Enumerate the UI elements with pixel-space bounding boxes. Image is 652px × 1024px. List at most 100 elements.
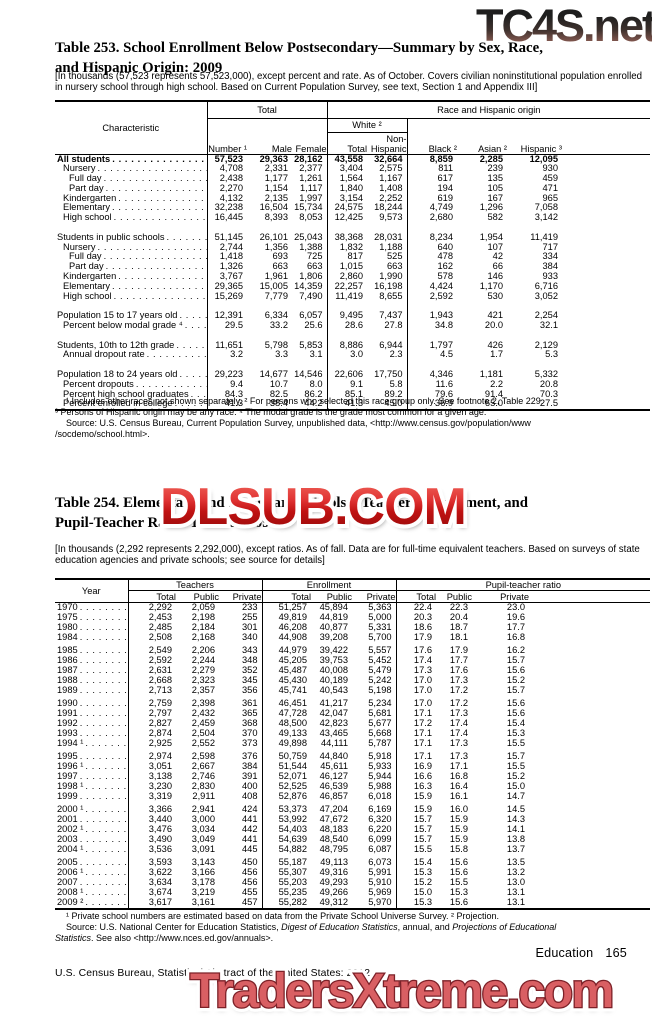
row-label: 2009 ². . . . . . . . . . . . . . . . . … bbox=[55, 897, 129, 909]
spacer-cell bbox=[562, 243, 650, 253]
table-row: Percent dropouts. . . . . . . . . . . . … bbox=[55, 378, 650, 390]
row-label: Annual dropout rate. . . . . . . . . . .… bbox=[55, 350, 208, 361]
table-row: Full day. . . . . . . . . . . . . . . . … bbox=[55, 251, 650, 263]
col-header-enrollment-private: Private bbox=[352, 590, 397, 603]
value-cell: 17.1 bbox=[413, 737, 433, 748]
row-label: Part day. . . . . . . . . . . . . . . . … bbox=[55, 262, 208, 273]
value-cell: 84.3 bbox=[224, 388, 243, 399]
table-row: Annual dropout rate. . . . . . . . . . .… bbox=[55, 350, 650, 361]
value-cell: 146 bbox=[487, 271, 504, 282]
value-cell: 1,015 bbox=[339, 261, 364, 272]
value-cell: 47,728 bbox=[278, 708, 308, 719]
value-cell: 1,167 bbox=[367, 173, 408, 184]
value-cell: 17.9 bbox=[413, 631, 433, 642]
dot-leader: . . . . . . . . . . . . . . . . . . . . … bbox=[79, 772, 128, 781]
value-cell: 45,205 bbox=[278, 655, 308, 666]
spacer-cell bbox=[562, 154, 650, 164]
value-cell: 2,827 bbox=[148, 717, 172, 728]
dot-leader: . . . . . . . . . . . . . . . . . . . . … bbox=[85, 887, 127, 897]
footnote-text: ¹ Private school numbers are estimated b… bbox=[66, 911, 500, 921]
value-cell: 11.6 bbox=[435, 378, 454, 389]
value-cell: 17.4 bbox=[449, 717, 469, 728]
value-cell: 17.3 bbox=[413, 664, 433, 675]
value-cell: 107 bbox=[487, 241, 504, 252]
value-cell: 51,145 bbox=[214, 231, 243, 242]
value-cell: 4,346 bbox=[429, 369, 454, 380]
watermark-middle-outline: DLSUB.COM bbox=[156, 477, 471, 537]
value-cell: 8,859 bbox=[429, 153, 454, 164]
value-cell: 2,874 bbox=[148, 727, 172, 738]
table-row: Percent below modal grade ⁴. . . . . . .… bbox=[55, 320, 650, 331]
row-label: Nursery. . . . . . . . . . . . . . . . .… bbox=[55, 164, 208, 175]
spacer-cell bbox=[529, 613, 650, 623]
value-cell: 2,184 bbox=[191, 621, 215, 632]
row-label: 1988. . . . . . . . . . . . . . . . . . … bbox=[55, 675, 129, 686]
value-cell: 14,546 bbox=[292, 369, 328, 380]
col-group-race: Race and Hispanic origin bbox=[327, 101, 651, 119]
spacer-cell bbox=[562, 203, 650, 213]
value-cell: 3,366 bbox=[148, 804, 172, 815]
col-header-number: Number ¹ bbox=[207, 118, 247, 155]
value-cell: 1,997 bbox=[292, 193, 328, 204]
value-cell: 11,651 bbox=[215, 339, 243, 350]
value-cell: 7,490 bbox=[292, 291, 328, 302]
value-cell: 2,292 bbox=[148, 602, 172, 612]
value-cell: 5,363 bbox=[352, 602, 397, 613]
value-cell: 15.9 bbox=[449, 824, 469, 835]
value-cell: 40,543 bbox=[319, 684, 349, 695]
value-cell: 2,941 bbox=[191, 804, 215, 815]
row-label: Percent enrolled in college. . . . . . .… bbox=[55, 399, 208, 411]
value-cell: 2,667 bbox=[191, 761, 215, 772]
col-header-characteristic: Characteristic bbox=[55, 101, 208, 155]
value-cell: 2,485 bbox=[148, 621, 172, 632]
dot-leader: . . . . . . . . . . . . . . . . . . . . … bbox=[85, 868, 127, 878]
col-header-ratio-public: Public bbox=[436, 590, 473, 603]
value-cell: 17.4 bbox=[413, 655, 433, 666]
value-cell: 1,943 bbox=[429, 310, 454, 321]
value-cell: 55,235 bbox=[278, 886, 308, 897]
value-cell: 2,135 bbox=[264, 192, 288, 203]
value-cell: 45,430 bbox=[278, 674, 308, 685]
value-cell: 55,282 bbox=[278, 896, 308, 907]
spacer-cell bbox=[529, 845, 650, 855]
table-row: Percent enrolled in college. . . . . . .… bbox=[55, 398, 650, 411]
table-row: 1986. . . . . . . . . . . . . . . . . . … bbox=[55, 655, 650, 666]
dot-leader: . . . . . . . . . . . . . . . . . . . . … bbox=[79, 878, 128, 888]
value-cell: 45,487 bbox=[278, 664, 308, 675]
row-label: 1984. . . . . . . . . . . . . . . . . . … bbox=[55, 632, 129, 643]
dot-leader: . . . . . . . . . . . . . . . . . . . . … bbox=[176, 340, 206, 350]
col-header-white-total: Total bbox=[327, 132, 368, 155]
dot-leader: . . . . . . . . . . . . . . . . . . . . … bbox=[113, 213, 206, 223]
value-cell: 9,573 bbox=[367, 212, 408, 224]
table-row: Students in public schools. . . . . . . … bbox=[55, 231, 650, 243]
value-cell: 391 bbox=[219, 771, 263, 782]
value-cell: 50,759 bbox=[278, 751, 308, 762]
value-cell: 19.6 bbox=[506, 611, 526, 622]
value-cell: 46,451 bbox=[278, 698, 308, 709]
value-cell: 17.7 bbox=[449, 655, 469, 666]
row-label: Full day. . . . . . . . . . . . . . . . … bbox=[55, 252, 208, 263]
spacer-cell bbox=[562, 341, 650, 351]
value-cell: 817 bbox=[347, 251, 364, 262]
value-cell: 3.1 bbox=[292, 350, 328, 361]
value-cell: 340 bbox=[219, 632, 263, 643]
value-cell: 15.3 bbox=[449, 886, 469, 897]
spacer-cell bbox=[562, 233, 650, 243]
table-253: Characteristic Total Race and Hispanic o… bbox=[55, 100, 651, 412]
spacer-cell bbox=[562, 321, 650, 331]
value-cell: 17.1 bbox=[413, 727, 433, 738]
value-cell: 617 bbox=[437, 173, 454, 184]
value-cell: 15.5 bbox=[449, 877, 469, 888]
table-row: 1990. . . . . . . . . . . . . . . . . . … bbox=[55, 698, 650, 710]
table-row: Part day. . . . . . . . . . . . . . . . … bbox=[55, 261, 650, 273]
section-gap bbox=[55, 360, 650, 371]
spacer-cell bbox=[529, 898, 650, 909]
value-cell: 965 bbox=[542, 192, 559, 203]
value-cell: 2,830 bbox=[191, 780, 215, 791]
row-label: 1975. . . . . . . . . . . . . . . . . . … bbox=[55, 612, 129, 623]
value-cell: 43,465 bbox=[319, 727, 349, 738]
value-cell: 65.0 bbox=[484, 398, 504, 409]
value-cell: 400 bbox=[219, 781, 263, 792]
value-cell: 2,129 bbox=[534, 339, 559, 350]
value-cell: 29,223 bbox=[214, 369, 243, 380]
